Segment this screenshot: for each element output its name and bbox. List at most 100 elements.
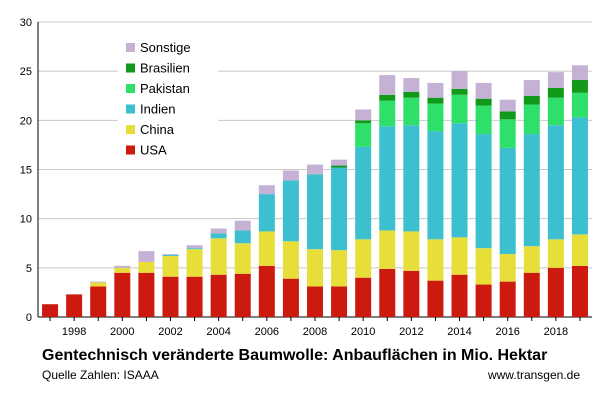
bar-segment-pakistan-2010: [355, 123, 372, 147]
bar-segment-china-2006: [258, 231, 275, 266]
x-tick-label: 2008: [303, 326, 327, 338]
bar-segment-sonstige-2010: [355, 109, 372, 121]
y-tick-label: 10: [20, 214, 32, 226]
x-tick-label: 2010: [351, 326, 375, 338]
bar-segment-indien-2003: [186, 248, 203, 250]
bar-segment-indien-2014: [451, 123, 468, 238]
bar-segment-brasilien-2016: [499, 111, 516, 120]
bar-segment-brasilien-2018: [547, 87, 564, 98]
credit-url[interactable]: www.transgen.de: [487, 368, 580, 382]
bar-segment-china-2010: [355, 239, 372, 278]
chart-svg: 0 5 10 15 20 25 30 1998 2000 2002 2004 2006 2008 2010…: [20, 17, 592, 338]
y-tick-label: 20: [20, 115, 32, 127]
bar-segment-usa-2018: [547, 267, 564, 317]
legend-box: [118, 35, 218, 164]
legend-label-pakistan: Pakistan: [140, 81, 190, 96]
bar-segment-sonstige-2000: [114, 265, 131, 268]
bar-segment-china-2004: [210, 238, 227, 275]
bar-segment-usa-2015: [475, 284, 492, 317]
x-tick-label: 1998: [62, 326, 86, 338]
bar-segment-brasilien-2012: [403, 91, 420, 98]
bar-segment-china-2007: [282, 241, 299, 279]
bar-segment-usa-2012: [403, 270, 420, 317]
bar-segment-sonstige-2003: [186, 245, 203, 249]
bar-segment-sonstige-2015: [475, 82, 492, 99]
legend-swatch-brasilien: [126, 63, 135, 73]
bar-segment-sonstige-2016: [499, 99, 516, 112]
bar-segment-china-2018: [547, 239, 564, 268]
bar-segment-sonstige-2002: [162, 254, 179, 256]
bar-segment-sonstige-2008: [307, 164, 323, 175]
bar-segment-sonstige-2007: [282, 170, 299, 181]
bar-segment-indien-2010: [355, 146, 372, 240]
bar-segment-usa-1999: [90, 286, 107, 317]
x-tick-label: 2014: [447, 326, 471, 338]
legend-label-indien: Indien: [140, 102, 175, 117]
bar-segment-indien-2008: [307, 174, 323, 250]
bar-segment-pakistan-2015: [475, 105, 492, 135]
bar-segment-indien-2011: [379, 126, 396, 231]
bar-segment-china-2012: [403, 231, 420, 271]
x-tick-label: 2012: [399, 326, 423, 338]
bar-segment-pakistan-2016: [499, 119, 516, 148]
bar-segment-sonstige-2013: [427, 82, 444, 98]
bar-segment-sonstige-2009: [331, 159, 348, 166]
bar-segment-indien-2002: [162, 255, 179, 257]
bar-segment-brasilien-2013: [427, 97, 444, 104]
bar-segment-sonstige-2005: [234, 220, 251, 231]
bar-segment-usa-2006: [258, 265, 275, 317]
bar-segment-sonstige-2019: [571, 65, 588, 81]
y-tick-label: 0: [26, 312, 32, 324]
x-tick-label: 2018: [544, 326, 568, 338]
bar-segment-brasilien-2019: [571, 80, 588, 93]
legend: Sonstige Brasilien Pakistan Indien China USA: [118, 35, 218, 164]
bar-segment-sonstige-2011: [379, 75, 396, 95]
bar-segment-china-2005: [234, 243, 251, 274]
bar-segment-usa-2011: [379, 268, 396, 317]
legend-swatch-indien: [126, 104, 135, 114]
y-tick-label: 30: [20, 17, 32, 29]
bar-segment-indien-2006: [258, 194, 275, 232]
bar-segment-sonstige-2018: [547, 72, 564, 88]
bar-segment-china-2014: [451, 237, 468, 275]
bar-segment-indien-2016: [499, 147, 516, 255]
bar-segment-china-2013: [427, 239, 444, 281]
bar-segment-china-2019: [571, 234, 588, 266]
bar-segment-indien-2018: [547, 125, 564, 240]
chart-title: Gentechnisch veränderte Baumwolle: Anbau…: [42, 347, 548, 364]
bar-segment-usa-2010: [355, 277, 372, 317]
bar-segment-brasilien-2010: [355, 120, 372, 124]
bar-segment-sonstige-2004: [210, 228, 227, 234]
bar-segment-pakistan-2013: [427, 103, 444, 132]
bar-segment-indien-2004: [210, 233, 227, 239]
bar-segment-china-2009: [331, 250, 348, 287]
bar-segment-indien-2017: [523, 134, 540, 247]
x-tick-label: 2016: [495, 326, 519, 338]
bar-segment-indien-2013: [427, 131, 444, 240]
bar-segment-indien-2019: [571, 117, 588, 235]
bar-segment-indien-2007: [282, 180, 299, 242]
bar-segment-usa-2003: [186, 276, 203, 317]
x-tick-label: 2006: [255, 326, 279, 338]
bar-segment-usa-2008: [307, 286, 323, 317]
bar-segment-usa-2004: [210, 274, 227, 317]
bar-segment-sonstige-2012: [403, 78, 420, 92]
bar-segment-brasilien-2015: [475, 98, 492, 106]
legend-label-china: China: [140, 122, 175, 137]
bar-segment-usa-2014: [451, 274, 468, 317]
bar-segment-brasilien-2011: [379, 94, 396, 101]
bar-segment-usa-1997: [42, 304, 59, 317]
bar-segment-usa-2009: [331, 286, 348, 317]
bar-segment-china-2003: [186, 249, 203, 277]
bar-segment-pakistan-2014: [451, 94, 468, 124]
bar-segment-usa-2019: [571, 265, 588, 317]
bar-segment-brasilien-2014: [451, 88, 468, 95]
bar-segment-pakistan-2019: [571, 92, 588, 118]
y-tick-label: 5: [26, 263, 32, 275]
bar-segment-usa-2017: [523, 272, 540, 317]
bar-segment-sonstige-2014: [451, 71, 468, 89]
legend-label-usa: USA: [140, 143, 167, 158]
bar-segment-sonstige-2006: [258, 185, 275, 195]
bar-segment-sonstige-2017: [523, 80, 540, 96]
y-tick-label: 15: [20, 165, 32, 177]
